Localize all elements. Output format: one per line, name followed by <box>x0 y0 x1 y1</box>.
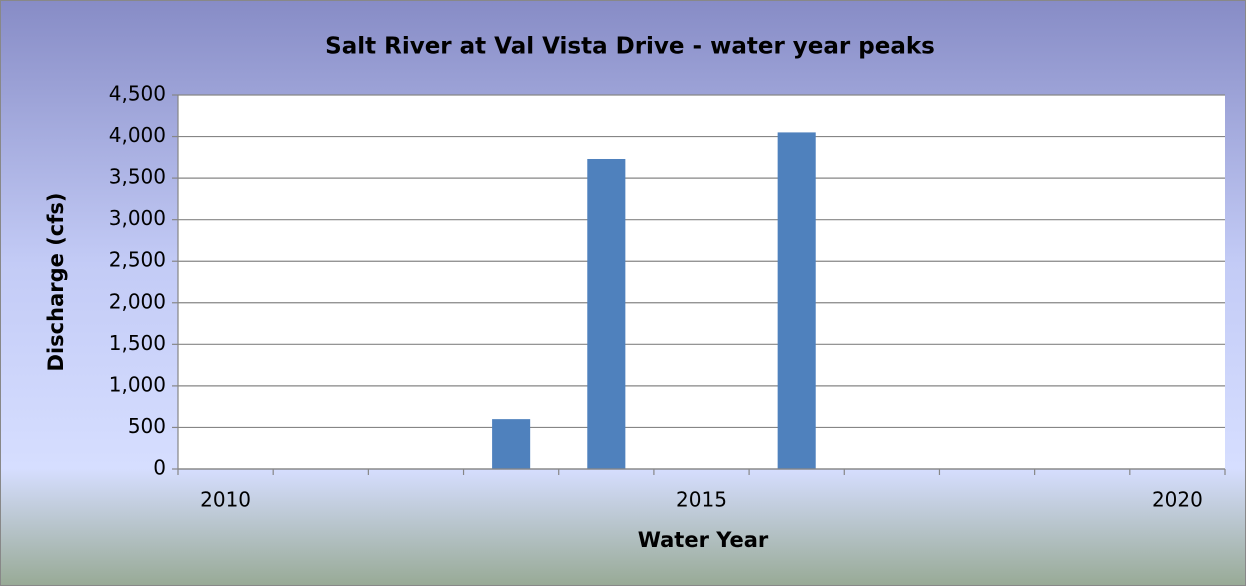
x-axis-title: Water Year <box>638 528 769 552</box>
x-tick-label: 2020 <box>1152 488 1203 512</box>
y-tick-label: 1,500 <box>109 331 166 355</box>
x-tick-label: 2010 <box>200 488 251 512</box>
chart-title: Salt River at Val Vista Drive - water ye… <box>325 34 935 60</box>
y-tick-label: 4,000 <box>109 123 166 147</box>
bar <box>492 419 531 469</box>
plot-area <box>178 95 1225 469</box>
y-tick-label: 3,000 <box>109 206 166 230</box>
y-tick-label: 2,000 <box>109 289 166 313</box>
bar <box>587 158 626 470</box>
y-tick-label: 500 <box>128 414 166 438</box>
x-tick-label: 2015 <box>676 488 727 512</box>
y-tick-label: 3,500 <box>109 165 166 189</box>
y-tick-label: 4,500 <box>109 82 166 106</box>
y-axis-title: Discharge (cfs) <box>44 193 68 372</box>
y-tick-label: 1,000 <box>109 372 166 396</box>
y-tick-label: 0 <box>153 456 166 480</box>
y-tick-label: 2,500 <box>109 248 166 272</box>
bar <box>777 132 816 469</box>
